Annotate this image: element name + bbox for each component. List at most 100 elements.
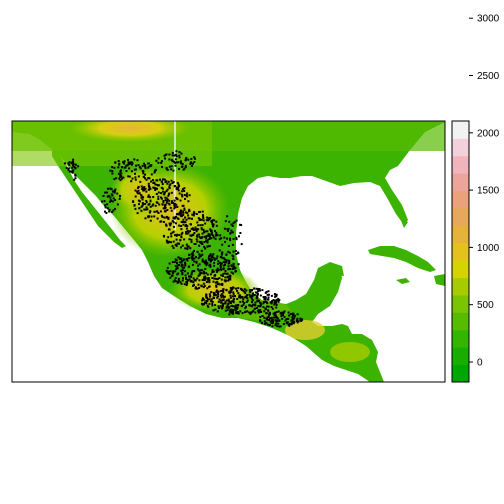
occurrence-point [213, 261, 216, 264]
occurrence-point [192, 254, 195, 257]
occurrence-point [229, 296, 232, 299]
occurrence-point [190, 165, 193, 167]
occurrence-point [266, 316, 269, 319]
occurrence-point [179, 214, 182, 217]
occurrence-point [180, 220, 183, 223]
occurrence-point [210, 255, 213, 258]
occurrence-point [141, 198, 144, 201]
occurrence-point [208, 281, 211, 284]
legend-tick-label: 500 [477, 300, 494, 311]
occurrence-point [144, 165, 147, 168]
occurrence-point [212, 256, 215, 259]
occurrence-point [237, 292, 240, 295]
occurrence-point [157, 184, 160, 187]
occurrence-point [195, 238, 198, 241]
occurrence-point [171, 245, 174, 248]
occurrence-point [242, 289, 245, 292]
occurrence-point [144, 164, 147, 167]
occurrence-point [215, 278, 218, 280]
occurrence-point [119, 179, 122, 182]
occurrence-point [197, 274, 200, 277]
occurrence-point [205, 219, 208, 222]
occurrence-point [183, 194, 186, 196]
occurrence-point [164, 210, 167, 213]
occurrence-point [161, 165, 163, 168]
occurrence-point [220, 237, 223, 240]
occurrence-point [171, 261, 174, 264]
occurrence-point [179, 239, 182, 242]
occurrence-point [275, 311, 278, 313]
occurrence-point [131, 162, 134, 165]
occurrence-point [220, 262, 223, 265]
occurrence-point [200, 228, 203, 231]
occurrence-point [218, 238, 221, 241]
occurrence-point [187, 200, 190, 203]
occurrence-point [168, 153, 171, 156]
occurrence-point [153, 210, 156, 213]
occurrence-point [203, 284, 206, 287]
occurrence-point [214, 304, 217, 307]
occurrence-point [212, 280, 215, 283]
occurrence-point [227, 302, 230, 305]
occurrence-point [218, 298, 221, 301]
occurrence-point [168, 222, 171, 225]
occurrence-point [274, 293, 277, 296]
occurrence-point [193, 257, 196, 260]
occurrence-point [224, 240, 226, 243]
occurrence-point [168, 199, 171, 202]
occurrence-point [203, 261, 206, 264]
occurrence-point [182, 210, 185, 213]
occurrence-point [248, 293, 251, 296]
occurrence-point [225, 260, 228, 263]
elevation-bands [12, 121, 445, 362]
occurrence-point [301, 318, 304, 321]
occurrence-point [133, 158, 136, 161]
occurrence-point [113, 189, 116, 192]
occurrence-point [211, 271, 214, 274]
occurrence-point [111, 194, 114, 197]
occurrence-point [109, 199, 112, 202]
occurrence-point [127, 175, 130, 178]
occurrence-point [191, 253, 194, 256]
legend-tick-label: 3000 [477, 14, 500, 25]
occurrence-point [226, 215, 229, 218]
occurrence-point [210, 231, 213, 234]
occurrence-point [212, 219, 214, 222]
occurrence-point [176, 205, 179, 208]
occurrence-point [174, 270, 177, 273]
occurrence-point [229, 287, 232, 289]
occurrence-point [198, 253, 201, 256]
occurrence-point [266, 302, 269, 305]
occurrence-point [163, 154, 166, 157]
occurrence-point [143, 162, 145, 165]
occurrence-point [160, 161, 163, 164]
occurrence-point [208, 302, 211, 305]
occurrence-point [185, 281, 188, 283]
occurrence-point [178, 242, 181, 245]
occurrence-point [190, 240, 193, 243]
occurrence-point [127, 158, 129, 161]
occurrence-point [168, 262, 171, 265]
occurrence-point [217, 293, 220, 296]
occurrence-point [155, 179, 158, 182]
occurrence-point [166, 168, 169, 171]
legend-color-step [452, 364, 469, 383]
occurrence-point [130, 180, 133, 183]
occurrence-point [150, 173, 153, 176]
occurrence-point [117, 172, 120, 175]
occurrence-point [300, 319, 303, 322]
occurrence-point [275, 303, 278, 306]
occurrence-point [178, 234, 181, 236]
occurrence-point [197, 283, 200, 286]
occurrence-point [296, 319, 298, 322]
occurrence-point [166, 266, 169, 269]
occurrence-point [167, 180, 170, 183]
occurrence-point [205, 240, 207, 243]
occurrence-point [213, 257, 216, 260]
occurrence-point [244, 307, 247, 310]
occurrence-point [160, 186, 163, 189]
occurrence-point [229, 239, 232, 242]
occurrence-point [274, 316, 277, 319]
occurrence-point [208, 218, 211, 220]
occurrence-point [220, 256, 223, 259]
